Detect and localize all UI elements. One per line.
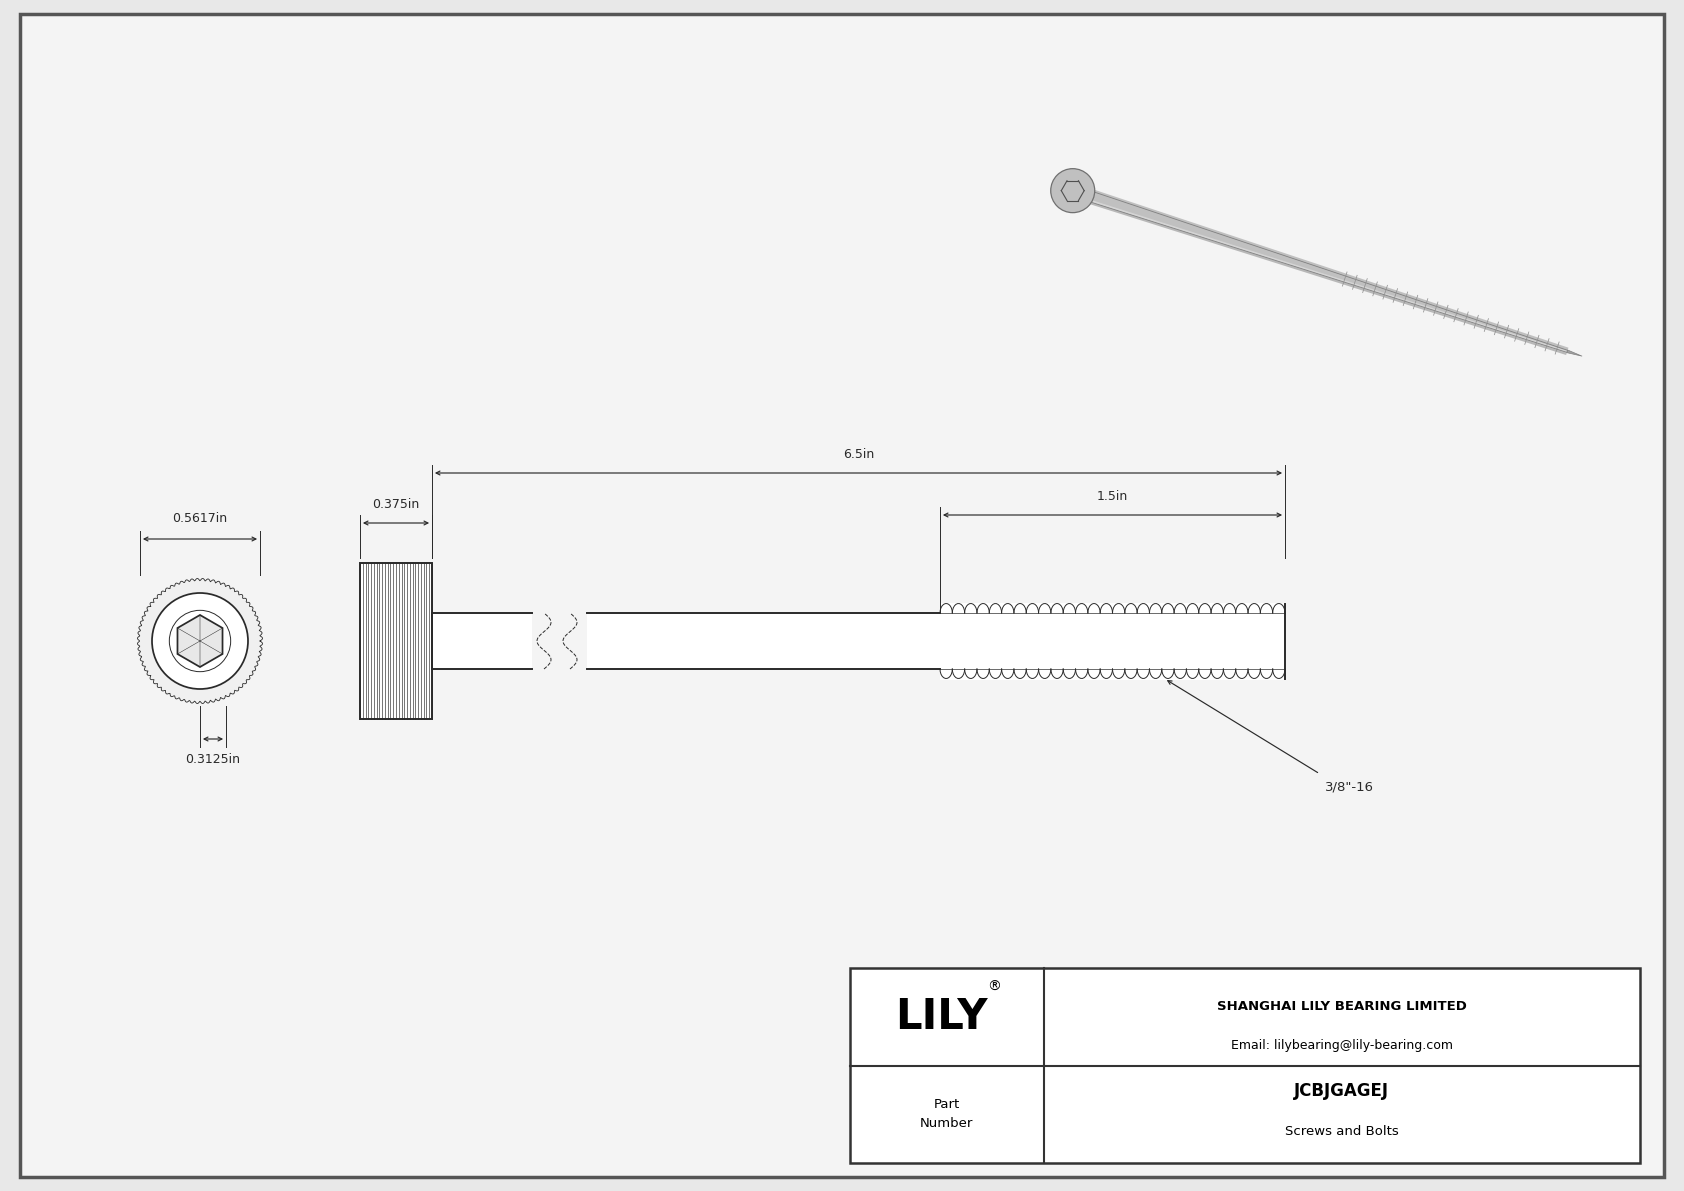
Polygon shape xyxy=(138,579,263,704)
Text: Part
Number: Part Number xyxy=(919,1098,973,1130)
Circle shape xyxy=(152,593,248,690)
Bar xyxy=(588,613,940,669)
Circle shape xyxy=(1051,169,1095,213)
Polygon shape xyxy=(1071,183,1568,351)
Polygon shape xyxy=(1071,186,1568,353)
Circle shape xyxy=(170,610,231,672)
Text: 0.5617in: 0.5617in xyxy=(172,512,227,525)
Text: 6.5in: 6.5in xyxy=(844,448,874,461)
Bar xyxy=(433,613,532,669)
Text: 0.3125in: 0.3125in xyxy=(185,753,241,766)
Text: Screws and Bolts: Screws and Bolts xyxy=(1285,1125,1399,1139)
Text: 0.375in: 0.375in xyxy=(372,498,419,511)
Bar xyxy=(360,563,433,719)
Text: 3/8"-16: 3/8"-16 xyxy=(1325,780,1374,793)
Polygon shape xyxy=(1566,350,1581,356)
Bar xyxy=(940,603,1285,680)
Polygon shape xyxy=(1071,187,1568,355)
Text: Email: lilybearing@lily-bearing.com: Email: lilybearing@lily-bearing.com xyxy=(1231,1040,1453,1053)
Text: SHANGHAI LILY BEARING LIMITED: SHANGHAI LILY BEARING LIMITED xyxy=(1218,1000,1467,1014)
Text: 1.5in: 1.5in xyxy=(1096,490,1128,503)
Polygon shape xyxy=(177,615,222,667)
Text: ®: ® xyxy=(987,980,1000,993)
Text: LILY: LILY xyxy=(896,996,989,1037)
Bar xyxy=(850,968,1640,1162)
Text: JCBJGAGEJ: JCBJGAGEJ xyxy=(1295,1081,1389,1099)
